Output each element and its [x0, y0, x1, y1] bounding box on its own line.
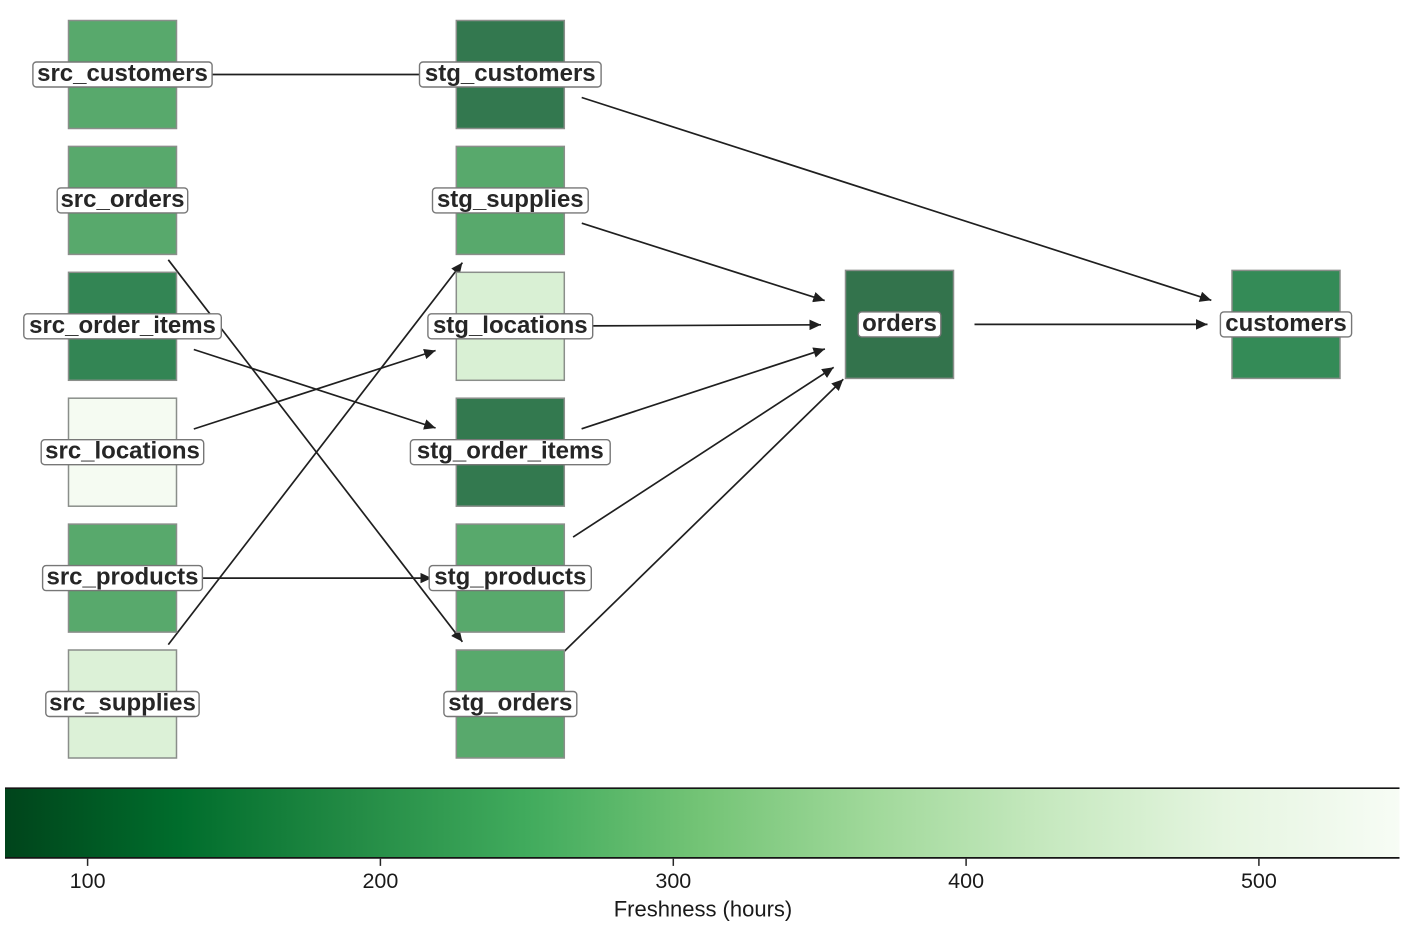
svg-text:stg_order_items: stg_order_items [417, 438, 604, 465]
svg-text:stg_supplies: stg_supplies [437, 186, 584, 213]
svg-text:stg_products: stg_products [434, 564, 586, 591]
svg-text:stg_customers: stg_customers [425, 60, 596, 87]
svg-text:stg_orders: stg_orders [448, 690, 572, 717]
svg-text:src_orders: src_orders [60, 186, 184, 213]
svg-text:200: 200 [362, 869, 398, 893]
svg-text:300: 300 [655, 869, 691, 893]
svg-text:src_locations: src_locations [45, 438, 200, 465]
svg-text:src_order_items: src_order_items [29, 312, 216, 339]
svg-text:stg_locations: stg_locations [433, 312, 588, 339]
svg-text:500: 500 [1241, 869, 1277, 893]
svg-text:100: 100 [70, 869, 106, 893]
svg-text:Freshness (hours): Freshness (hours) [614, 897, 793, 922]
svg-text:customers: customers [1225, 310, 1346, 337]
svg-text:src_supplies: src_supplies [49, 690, 196, 717]
svg-text:src_customers: src_customers [37, 60, 208, 87]
svg-text:src_products: src_products [46, 564, 198, 591]
svg-text:orders: orders [862, 310, 937, 337]
svg-text:400: 400 [948, 869, 984, 893]
